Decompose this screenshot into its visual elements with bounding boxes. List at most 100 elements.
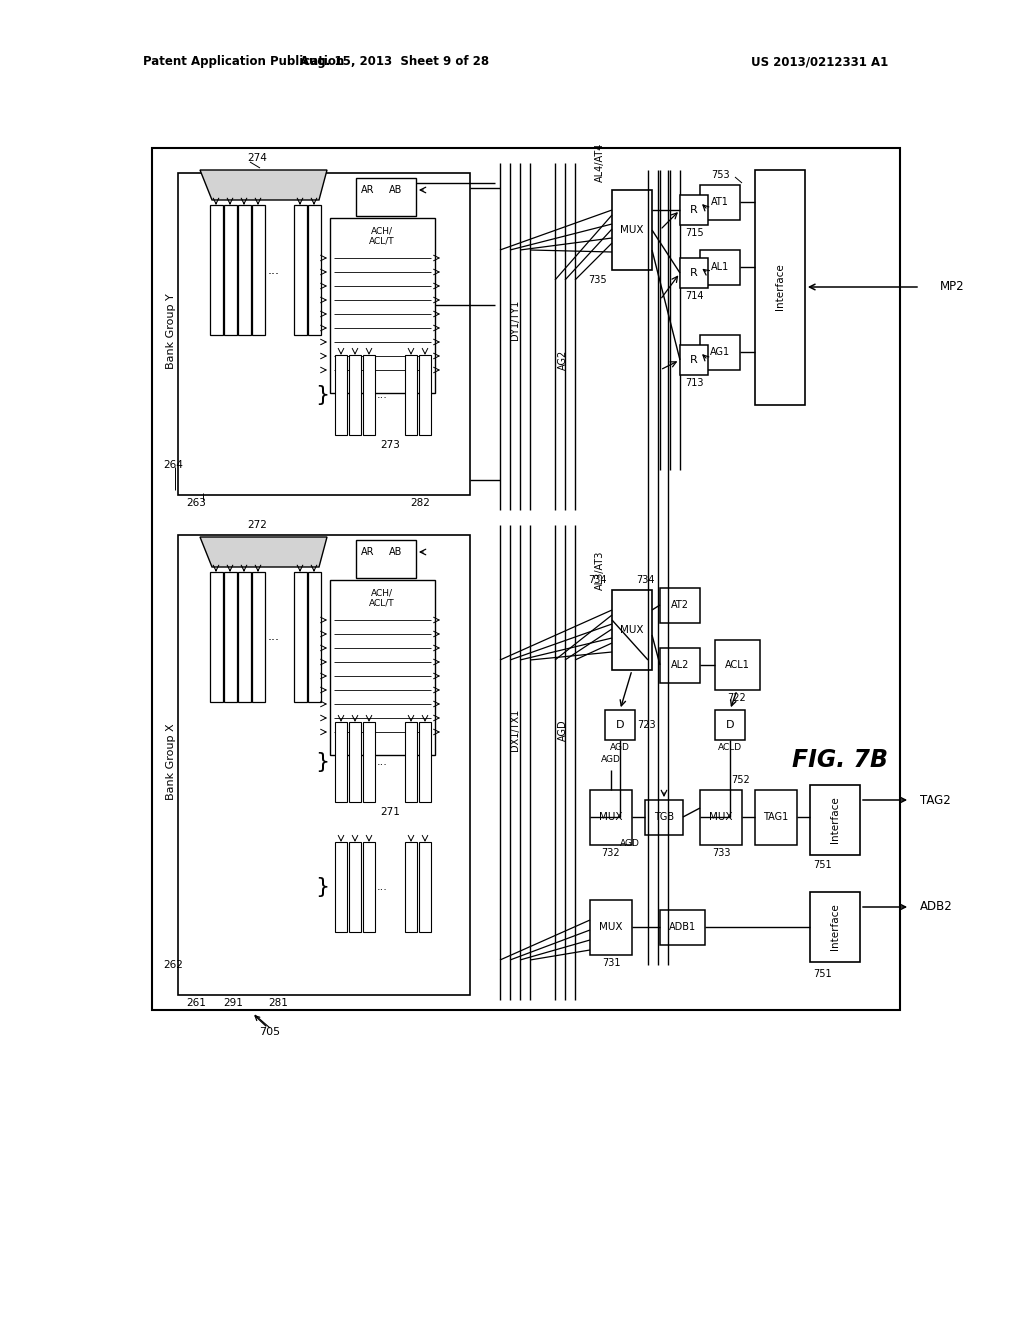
Text: ...: ... (268, 631, 280, 644)
Bar (335, 842, 347, 932)
Text: D: D (615, 719, 625, 730)
Text: 753: 753 (711, 170, 729, 180)
Text: 732: 732 (602, 847, 621, 858)
Text: Interface: Interface (775, 264, 785, 310)
Text: }: } (315, 876, 329, 898)
Text: AR: AR (361, 185, 375, 195)
Bar (810, 785, 860, 855)
Text: AG1: AG1 (710, 347, 730, 356)
Text: 715: 715 (685, 228, 703, 238)
Text: ...: ... (377, 756, 387, 767)
Text: ...: ... (268, 264, 280, 276)
Bar (700, 249, 740, 285)
Text: MP2: MP2 (940, 281, 965, 293)
Text: }: } (315, 752, 329, 772)
Bar (330, 579, 435, 755)
Text: MUX: MUX (621, 624, 644, 635)
Bar (660, 587, 700, 623)
Text: ACH/
ACL/T: ACH/ ACL/T (370, 226, 395, 246)
Bar (419, 722, 431, 803)
Text: 731: 731 (602, 958, 621, 968)
Bar (406, 722, 417, 803)
Polygon shape (200, 537, 327, 568)
Bar (308, 572, 321, 702)
Bar (680, 257, 708, 288)
Text: 282: 282 (410, 498, 430, 508)
Text: ADB2: ADB2 (920, 900, 952, 913)
Text: MUX: MUX (710, 812, 733, 822)
Text: D: D (726, 719, 734, 730)
Text: }: } (315, 385, 329, 405)
Bar (224, 205, 237, 335)
Text: TGB: TGB (654, 812, 674, 822)
Bar (356, 178, 416, 216)
Bar (349, 842, 361, 932)
Bar (335, 722, 347, 803)
Bar (210, 572, 223, 702)
Bar (590, 900, 632, 954)
Text: MUX: MUX (599, 812, 623, 822)
Text: Bank Group Y: Bank Group Y (166, 293, 176, 368)
Bar (755, 789, 797, 845)
Text: DY1/TY1: DY1/TY1 (510, 300, 520, 341)
Bar (605, 710, 635, 741)
Bar (419, 842, 431, 932)
Bar (419, 355, 431, 436)
Bar (406, 355, 417, 436)
Bar (356, 540, 416, 578)
Bar (810, 892, 860, 962)
Text: Patent Application Publication: Patent Application Publication (143, 55, 344, 69)
Bar (362, 842, 375, 932)
Bar (362, 355, 375, 436)
Text: AL4/AT4: AL4/AT4 (595, 143, 605, 182)
Bar (335, 355, 347, 436)
Text: Aug. 15, 2013  Sheet 9 of 28: Aug. 15, 2013 Sheet 9 of 28 (300, 55, 489, 69)
Text: ...: ... (377, 389, 387, 400)
Bar (406, 842, 417, 932)
Text: 723: 723 (637, 719, 655, 730)
Text: 751: 751 (813, 861, 831, 870)
Text: 264: 264 (163, 459, 183, 470)
Bar (294, 205, 307, 335)
Bar (152, 148, 900, 1010)
Text: 281: 281 (268, 998, 288, 1008)
Text: 734: 734 (589, 576, 607, 585)
Bar (308, 205, 321, 335)
Bar (330, 218, 435, 393)
Text: AT2: AT2 (671, 601, 689, 610)
Text: AGD: AGD (610, 743, 630, 752)
Bar (294, 572, 307, 702)
Bar (178, 535, 470, 995)
Text: Bank Group X: Bank Group X (166, 723, 176, 800)
Bar (238, 572, 251, 702)
Bar (210, 205, 223, 335)
Text: MUX: MUX (621, 224, 644, 235)
Bar (238, 205, 251, 335)
Text: 733: 733 (712, 847, 730, 858)
Text: ACH/
ACL/T: ACH/ ACL/T (370, 589, 395, 607)
Text: 291: 291 (223, 998, 243, 1008)
Bar (362, 722, 375, 803)
Text: AGD: AGD (621, 838, 640, 847)
Text: 735: 735 (589, 275, 607, 285)
Text: MUX: MUX (599, 921, 623, 932)
Text: 273: 273 (380, 440, 400, 450)
Text: 734: 734 (637, 576, 655, 585)
Text: Interface: Interface (830, 797, 840, 843)
Text: DX1/TX1: DX1/TX1 (510, 709, 520, 751)
Text: AG2: AG2 (558, 350, 568, 370)
Text: AB: AB (389, 546, 402, 557)
Bar (700, 335, 740, 370)
Bar (680, 195, 708, 224)
Bar (178, 173, 470, 495)
Text: 261: 261 (186, 998, 206, 1008)
Bar (680, 345, 708, 375)
Text: Interface: Interface (830, 904, 840, 950)
Text: ...: ... (377, 882, 387, 892)
Bar (660, 909, 705, 945)
Text: ACLD: ACLD (718, 743, 742, 752)
Text: AR: AR (361, 546, 375, 557)
Text: TAG1: TAG1 (763, 812, 788, 822)
Text: 722: 722 (728, 693, 746, 704)
Text: AL1: AL1 (711, 261, 729, 272)
